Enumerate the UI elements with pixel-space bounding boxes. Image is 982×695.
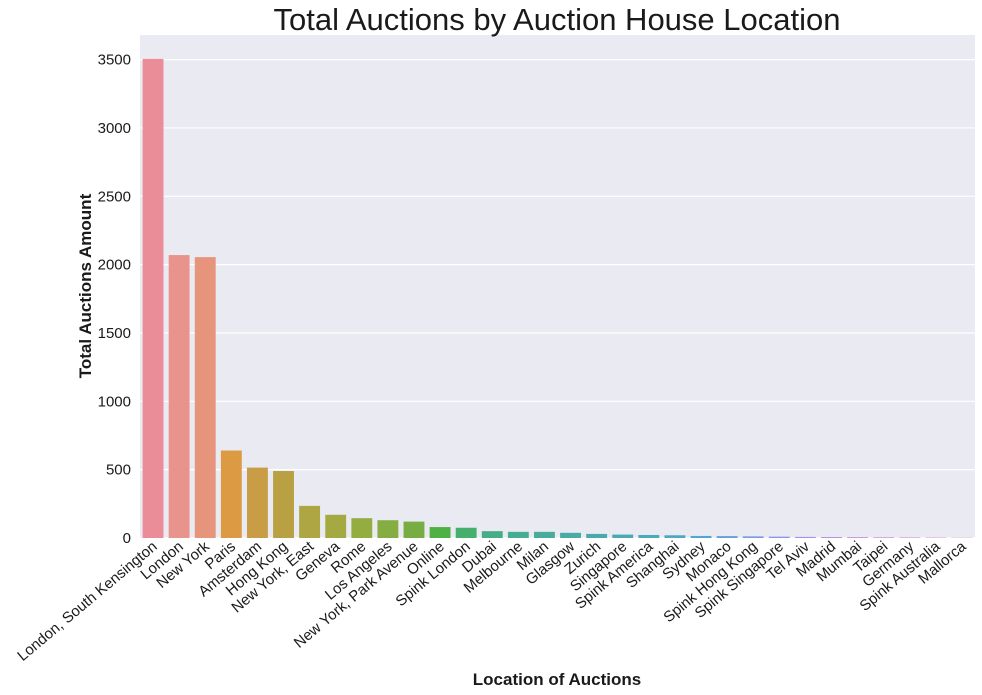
y-tick-label: 1000 xyxy=(98,393,131,410)
y-tick-label: 2000 xyxy=(98,257,131,274)
bar xyxy=(455,527,477,538)
bar xyxy=(142,58,164,539)
y-tick-label: 2500 xyxy=(98,188,131,205)
bar xyxy=(507,531,529,538)
bar xyxy=(821,537,842,538)
x-tick-label: London, South Kensington xyxy=(14,538,160,665)
bar xyxy=(534,531,555,538)
y-tick-label: 500 xyxy=(106,462,131,479)
y-tick-label: 3000 xyxy=(98,120,131,137)
bar xyxy=(299,505,321,538)
x-axis-label: Location of Auctions xyxy=(473,670,641,689)
y-tick-label: 3500 xyxy=(98,52,131,69)
bar xyxy=(873,537,895,538)
bar xyxy=(794,536,816,538)
grid-lines xyxy=(140,59,975,539)
bar xyxy=(560,532,581,538)
bar xyxy=(403,521,425,538)
bar xyxy=(481,531,503,538)
bar xyxy=(664,535,686,538)
bar xyxy=(168,255,190,538)
bar xyxy=(716,536,738,538)
bar xyxy=(638,534,660,538)
bar xyxy=(325,514,347,538)
bar xyxy=(246,467,268,538)
bar xyxy=(429,527,451,538)
bar xyxy=(194,257,216,538)
bar xyxy=(612,534,634,538)
bar xyxy=(742,536,764,538)
y-tick-label: 1500 xyxy=(98,325,131,342)
bar xyxy=(273,471,294,538)
plot-background xyxy=(140,35,975,538)
bar xyxy=(847,537,869,538)
bar xyxy=(768,536,790,538)
bar xyxy=(690,535,712,538)
y-tick-label: 0 xyxy=(123,530,131,547)
y-axis-ticks: 0 500 1000 1500 2000 2500 3000 3500 xyxy=(98,52,131,547)
bar xyxy=(377,520,399,538)
bar xyxy=(586,533,608,538)
bar xyxy=(899,537,921,538)
bar xyxy=(220,450,242,538)
chart-title: Total Auctions by Auction House Location xyxy=(274,2,841,37)
y-axis-label: Total Auctions Amount xyxy=(76,193,95,378)
bars xyxy=(142,58,973,539)
bar xyxy=(351,518,373,538)
